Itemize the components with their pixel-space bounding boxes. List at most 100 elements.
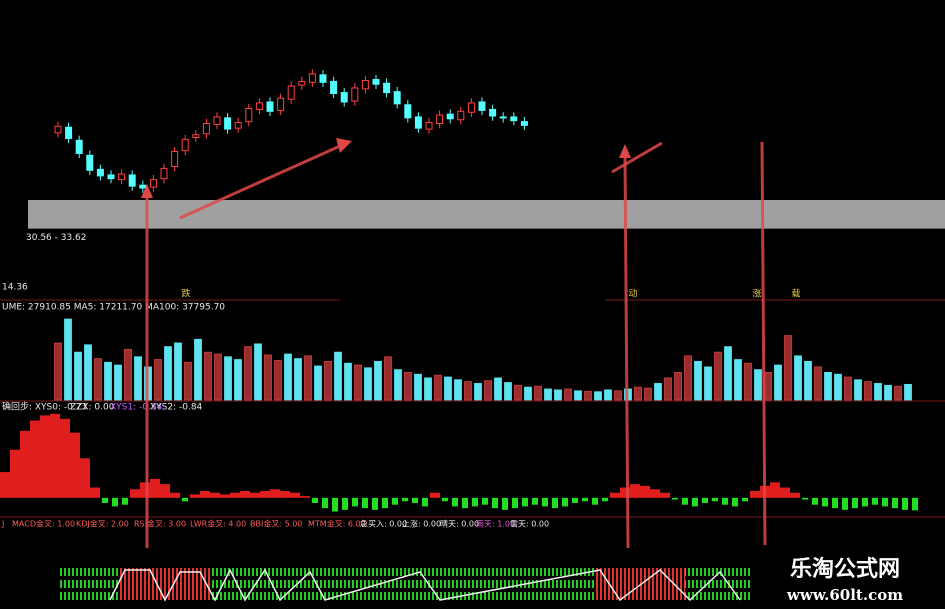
osc-bar-neg (502, 497, 508, 510)
candle-body (107, 174, 115, 180)
osc-bar-pos (270, 489, 280, 498)
indicator-header: XYS2: -0.84 (150, 403, 203, 413)
osc-bar-pos (290, 492, 300, 498)
volume-bar (784, 335, 792, 401)
candle-body (436, 114, 444, 124)
volume-bar (864, 381, 872, 401)
volume-bar (414, 373, 422, 401)
volume-bar (424, 377, 432, 401)
candle-body (139, 184, 147, 189)
osc-bar-pos (50, 413, 60, 498)
candle-body (393, 91, 401, 105)
candle-body (202, 122, 210, 135)
osc-bar-neg (812, 497, 818, 505)
candle-body (234, 122, 242, 129)
osc-bar-pos (260, 490, 270, 498)
volume-bar (264, 354, 272, 401)
osc-bar-neg (412, 497, 418, 503)
osc-bar-neg (522, 497, 528, 507)
candle-body (224, 117, 232, 130)
osc-bar-neg (862, 497, 868, 507)
osc-bar-neg (472, 497, 478, 507)
osc-bar-neg (682, 497, 688, 505)
candle-body (192, 134, 200, 139)
osc-bar-neg (332, 497, 338, 512)
osc-bar-neg (452, 497, 458, 507)
volume-bar (404, 371, 412, 401)
candle-body (510, 116, 518, 122)
signal-header: KDJ金叉: 2.00 (76, 519, 129, 529)
osc-bar-neg (562, 497, 568, 507)
osc-bar-neg (902, 497, 908, 510)
osc-bar-neg (852, 497, 858, 509)
volume-bar (544, 388, 552, 401)
arrow (623, 155, 630, 549)
volume-bar (814, 366, 822, 401)
volume-header: UME: 27910.85 MA5: 17211.70 MA100: 37795… (2, 303, 225, 313)
panel-layer: 30.56 - 33.62 14.36 UME: 27910.85 MA5: 172… (0, 69, 945, 529)
candle-body (414, 116, 422, 129)
osc-bar-pos (210, 492, 220, 498)
osc-bar-pos (770, 482, 780, 498)
signal-line (109, 568, 741, 602)
volume-bar (884, 384, 892, 401)
osc-bar-pos (780, 487, 790, 498)
osc-bar-neg (582, 497, 588, 502)
volume-bar (694, 360, 702, 401)
volume-bar (834, 373, 842, 401)
signal-strip (60, 568, 750, 602)
volume-bar (844, 376, 852, 401)
osc-bar-pos (660, 492, 670, 498)
osc-bar-pos (620, 487, 630, 498)
candle-body (330, 80, 338, 95)
osc-bar-pos (60, 418, 70, 498)
volume-bar (124, 348, 132, 401)
volume-bar (444, 376, 452, 401)
signal-header: BBI金叉: 5.00 (250, 519, 302, 529)
osc-bar-neg (912, 497, 918, 511)
volume-bar (194, 338, 202, 401)
volume-bar (184, 361, 192, 401)
price-label: 14.36 (2, 283, 28, 293)
signal-row (60, 592, 750, 600)
osc-bar-pos (70, 432, 80, 498)
volume-bar (104, 361, 112, 401)
signal-header: MTM金叉: 6.00 (308, 519, 366, 529)
volume-bar (454, 379, 462, 401)
osc-bar-pos (150, 478, 160, 498)
candle-body (489, 108, 497, 117)
osc-bar-pos (790, 492, 800, 498)
osc-bar-pos (640, 485, 650, 498)
osc-bar-neg (382, 497, 388, 509)
osc-bar-pos (190, 494, 200, 498)
osc-bar-neg (312, 497, 318, 503)
watermark-title: 乐淘公式网 (790, 556, 900, 582)
osc-bar-pos (40, 415, 50, 498)
osc-bar-neg (402, 497, 408, 502)
volume-bar (64, 318, 72, 401)
candle-body (171, 151, 179, 168)
osc-bar-neg (462, 497, 468, 509)
candle-body (181, 138, 189, 152)
osc-bar-neg (542, 497, 548, 507)
indicator-header: 确回步: XYS0: -0.73 (2, 401, 87, 413)
volume-bar (274, 360, 282, 401)
volume-bar (704, 366, 712, 401)
osc-bar-pos (170, 492, 180, 498)
signal-header: 上涨: 0.00 (402, 519, 441, 529)
osc-bar-pos (220, 494, 230, 498)
signal-header: MACD金叉: 1.00 (12, 519, 75, 529)
candle-body (96, 168, 104, 177)
signal-header: RSI金叉: 3.00 (134, 519, 186, 529)
volume-bar (204, 351, 212, 401)
volume-bar (894, 385, 902, 401)
candle-body (149, 179, 157, 188)
volume-bar (854, 379, 862, 401)
volume-bar (604, 389, 612, 401)
osc-bar-neg (512, 497, 518, 509)
osc-bar-neg (422, 497, 428, 507)
volume-bar (334, 351, 342, 401)
candle-body (404, 104, 412, 119)
osc-bar-pos (160, 484, 170, 498)
